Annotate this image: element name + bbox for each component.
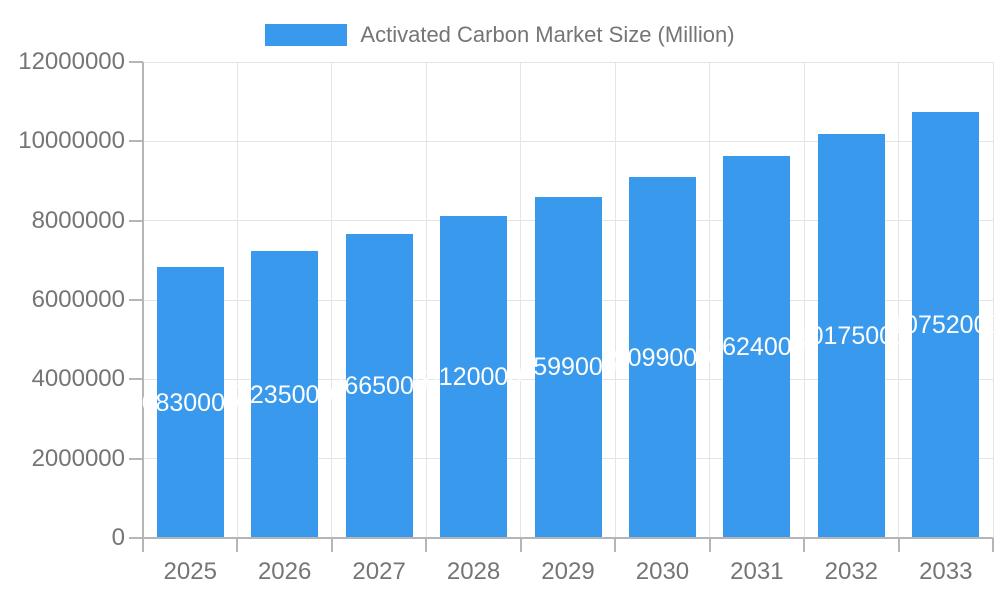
- bar-2033[interactable]: [912, 111, 980, 538]
- y-tick-label: 2000000: [31, 444, 125, 472]
- bar-value-label: 9099000: [613, 343, 712, 372]
- bar-2028[interactable]: [440, 215, 508, 538]
- x-tick: [992, 538, 994, 552]
- y-gridline: [143, 61, 993, 63]
- legend-label: Activated Carbon Market Size (Million): [360, 22, 735, 47]
- x-gridline: [614, 62, 616, 538]
- y-tick-label: 4000000: [31, 365, 125, 393]
- bar-2030[interactable]: [628, 177, 696, 538]
- y-tick-label: 0: [111, 524, 125, 551]
- y-tick: [129, 378, 143, 381]
- x-gridline: [425, 62, 427, 538]
- x-tick-label: 2031: [730, 558, 784, 585]
- y-tick-label: 6000000: [31, 286, 125, 313]
- bar-2031[interactable]: [723, 156, 791, 538]
- x-tick-label: 2028: [446, 558, 501, 585]
- x-tick-label: 2030: [635, 558, 690, 585]
- x-gridline: [709, 62, 711, 538]
- x-tick-label: 2032: [824, 558, 879, 585]
- y-tick-label: 8000000: [31, 206, 125, 234]
- bar-2032[interactable]: [817, 134, 885, 538]
- bar-value-label: 6830000: [141, 388, 239, 417]
- y-tick: [129, 299, 143, 301]
- bar-value-label: 9624000: [708, 333, 806, 362]
- x-tick: [236, 538, 239, 552]
- bar-2025[interactable]: [156, 267, 224, 538]
- x-tick: [897, 538, 900, 552]
- bar-2027[interactable]: [345, 233, 413, 538]
- y-tick-label: 12000000: [18, 48, 125, 75]
- y-tick: [129, 140, 143, 143]
- x-tick-label: 2027: [352, 558, 406, 585]
- x-tick: [708, 538, 711, 552]
- bar-2029[interactable]: [534, 196, 602, 538]
- x-tick: [803, 538, 806, 552]
- legend-swatch: [265, 24, 348, 46]
- bar-2026[interactable]: [251, 251, 319, 538]
- y-tick: [129, 537, 143, 539]
- x-tick: [142, 538, 144, 552]
- y-axis-line: [142, 62, 144, 538]
- x-gridline: [236, 62, 238, 538]
- y-gridline: [143, 140, 993, 142]
- y-tick: [129, 219, 143, 222]
- x-axis-line: [143, 537, 993, 539]
- bar-value-label: 7665000: [330, 371, 428, 400]
- bar-value-label: 10752000: [890, 310, 1000, 339]
- x-tick-label: 2025: [163, 558, 217, 585]
- x-tick: [330, 538, 333, 552]
- bar-value-label: 7235000: [235, 380, 334, 409]
- y-tick-label: 10000000: [18, 127, 125, 155]
- x-tick-label: 2029: [541, 558, 595, 585]
- x-gridline: [992, 62, 994, 538]
- x-gridline: [803, 62, 805, 538]
- y-tick: [129, 61, 143, 63]
- x-tick-label: 2033: [919, 558, 973, 585]
- bar-value-label: 8120000: [424, 362, 523, 391]
- bar-value-label: 8599000: [519, 353, 617, 382]
- x-tick-label: 2026: [257, 558, 312, 585]
- x-tick: [519, 538, 522, 552]
- x-gridline: [898, 62, 900, 538]
- bar-value-label: 10175000: [795, 322, 907, 351]
- chart-legend[interactable]: Activated Carbon Market Size (Million): [0, 22, 1000, 48]
- y-tick: [129, 457, 143, 460]
- x-tick: [614, 538, 617, 552]
- x-tick: [425, 538, 428, 552]
- x-gridline: [520, 62, 522, 538]
- x-gridline: [331, 62, 333, 538]
